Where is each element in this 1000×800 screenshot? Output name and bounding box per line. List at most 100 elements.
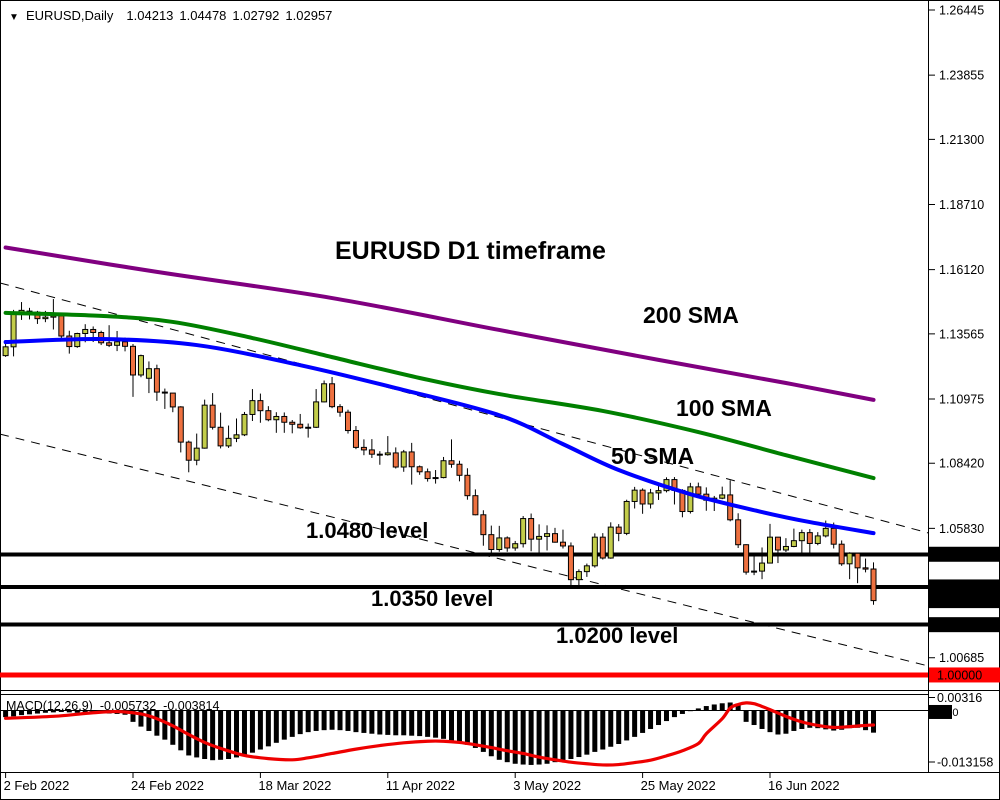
annotation-level-1048: 1.0480 level	[306, 518, 428, 543]
macd-histogram-bar	[441, 710, 447, 739]
candle-body	[822, 527, 829, 537]
candle-body	[273, 415, 280, 421]
macd-main-value: -0.005732	[100, 699, 156, 713]
macd-histogram-bar	[751, 710, 757, 726]
candle-body	[106, 342, 113, 346]
macd-histogram-bar	[50, 710, 56, 713]
macd-histogram-bar	[687, 710, 693, 712]
macd-histogram-bar	[456, 710, 462, 743]
candle-body	[464, 474, 471, 497]
price-label-box	[929, 579, 1000, 595]
candle-body	[528, 518, 535, 540]
macd-histogram-bar	[154, 710, 160, 736]
candle-body	[567, 545, 574, 581]
time-label: 2 Feb 2022	[4, 778, 70, 793]
macd-histogram-bar	[584, 710, 590, 755]
macd-histogram-bar	[663, 710, 669, 722]
candle-body	[806, 532, 813, 544]
macd-boxed-label: 0.000	[931, 707, 959, 719]
candle-body	[639, 489, 646, 505]
macd-histogram-bar	[855, 710, 861, 728]
macd-histogram-bar	[74, 710, 80, 713]
macd-histogram-bar	[202, 710, 208, 760]
macd-histogram-bar	[425, 710, 431, 737]
macd-histogram-bar	[361, 710, 367, 733]
macd-histogram-bar	[82, 710, 88, 714]
macd-histogram-bar	[138, 710, 144, 727]
macd-histogram-bar	[759, 710, 765, 729]
candle-body	[607, 526, 614, 559]
candle-body	[655, 490, 662, 494]
macd-histogram-bar	[297, 710, 303, 735]
macd-indicator-label: MACD(12,26,9) -0.005732 -0.003814	[6, 699, 220, 713]
candle-body	[257, 400, 264, 412]
candle-body	[846, 552, 853, 565]
macd-histogram-bar	[839, 710, 845, 730]
macd-histogram-bar	[58, 710, 64, 712]
macd-histogram-bar	[369, 710, 375, 734]
candle-body	[599, 536, 606, 559]
title-symbol-period: EURUSD,Daily	[26, 8, 114, 23]
macd-histogram-bar	[3, 710, 9, 718]
macd-histogram-bar	[401, 710, 407, 736]
candle-body	[575, 571, 582, 581]
macd-histogram-bar	[576, 710, 582, 758]
macd-histogram-bar	[273, 710, 279, 743]
chart-layers: 1.26445 1.23855 1.21300 1.18710 1.16120 1.135…	[0, 4, 1000, 793]
macd-histogram-bar	[472, 710, 478, 748]
macd-histogram-bar	[464, 710, 470, 745]
candle-body	[512, 543, 519, 549]
time-label: 3 May 2022	[513, 778, 581, 793]
macd-histogram-bar	[449, 710, 454, 741]
price-grid-label: 1.00685	[939, 651, 984, 665]
macd-histogram-bar	[783, 710, 789, 734]
time-label: 25 May 2022	[641, 778, 716, 793]
macd-histogram-bar	[234, 710, 240, 758]
macd-histogram-bar	[194, 710, 200, 758]
price-level-label: 1.02957	[937, 594, 982, 608]
macd-histogram-bar	[536, 710, 542, 765]
price-grid-label: 1.23855	[939, 69, 984, 83]
candle-body	[544, 533, 551, 537]
macd-histogram-bar	[241, 710, 247, 756]
price-grid-label: 1.08420	[939, 457, 984, 471]
macd-histogram-bar	[496, 710, 502, 760]
macd-histogram-bar	[329, 710, 335, 730]
candle-body	[2, 346, 9, 357]
title-open: 1.04213	[126, 8, 173, 23]
price-grid-label: 1.13565	[939, 327, 984, 341]
macd-histogram-bar	[735, 704, 741, 710]
candle-body	[114, 341, 121, 346]
candle-body	[456, 463, 463, 476]
candle-body	[193, 447, 200, 461]
candle-body	[360, 446, 367, 451]
price-grid-label: 1.26445	[939, 4, 984, 18]
candle-body	[687, 486, 694, 513]
candle-body	[233, 434, 240, 439]
macd-histogram-bar	[353, 710, 359, 733]
macd-histogram-bar	[480, 710, 486, 752]
macd-histogram-bar	[863, 710, 869, 731]
sma100-line	[3, 310, 876, 481]
macd-histogram-bar	[433, 710, 439, 738]
candle-body	[90, 328, 97, 333]
macd-histogram-bar	[265, 710, 271, 747]
macd-signal-value: -0.003814	[163, 699, 219, 713]
macd-histogram-bar	[385, 710, 391, 735]
macd-histogram-bar	[504, 710, 510, 763]
price-label-box	[929, 617, 1000, 633]
macd-grid-label: -0.013158	[937, 756, 993, 770]
candle-body	[137, 355, 144, 376]
time-label: 11 Apr 2022	[386, 778, 455, 793]
macd-histogram-bar	[289, 710, 295, 737]
candle-body	[520, 518, 527, 545]
candle-body	[344, 411, 351, 432]
macd-histogram-bar	[560, 710, 566, 761]
candle-body	[297, 423, 304, 429]
macd-histogram-bar	[146, 710, 152, 731]
candle-body	[838, 543, 845, 565]
macd-histogram-bar	[512, 710, 518, 764]
macd-histogram-bar	[767, 710, 773, 733]
